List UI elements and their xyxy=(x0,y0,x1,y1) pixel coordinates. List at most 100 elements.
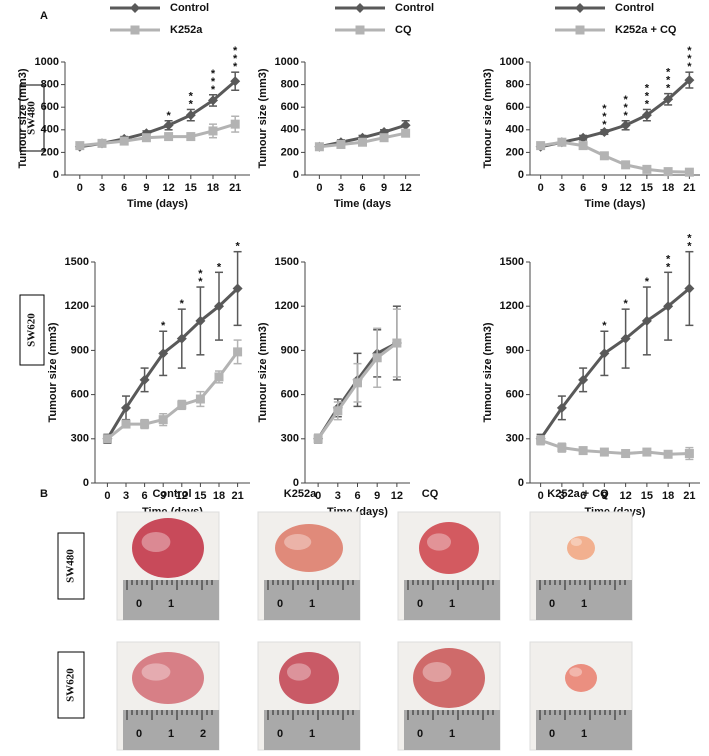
significance-stars: * xyxy=(157,320,169,328)
y-tick-label: 400 xyxy=(506,124,524,136)
marker xyxy=(208,126,218,136)
x-tick-label: 6 xyxy=(359,182,365,194)
x-tick-label: 12 xyxy=(176,490,188,502)
marker xyxy=(599,151,609,161)
marker xyxy=(158,415,168,425)
marker xyxy=(557,137,567,147)
y-axis-label: Tumour size (mm3) xyxy=(47,322,59,422)
marker xyxy=(575,3,585,13)
marker xyxy=(355,25,365,35)
x-tick-label: 12 xyxy=(620,490,632,502)
significance-stars: ** xyxy=(194,268,206,284)
ruler xyxy=(264,710,360,750)
x-tick-label: 18 xyxy=(662,490,674,502)
marker xyxy=(232,283,243,294)
ruler-label: 0 xyxy=(136,598,142,610)
y-tick-label: 1200 xyxy=(275,300,299,312)
marker xyxy=(164,132,174,142)
panel-label: A xyxy=(40,10,48,22)
y-tick-label: 200 xyxy=(506,146,524,158)
legend-label: K252a + CQ xyxy=(615,24,677,36)
marker xyxy=(140,419,150,429)
x-tick-label: 9 xyxy=(601,490,607,502)
x-axis-label: Time (days) xyxy=(127,198,188,210)
y-tick-label: 1200 xyxy=(500,300,524,312)
row-label-box xyxy=(19,84,45,152)
row-label: SW620 xyxy=(65,668,77,702)
ruler-label: 1 xyxy=(309,598,315,610)
x-tick-label: 3 xyxy=(335,490,341,502)
marker xyxy=(195,315,206,326)
marker xyxy=(141,133,151,143)
marker xyxy=(642,164,652,174)
ruler-label: 0 xyxy=(417,728,423,740)
ruler-label: 0 xyxy=(549,728,555,740)
significance-stars: * xyxy=(163,110,175,118)
y-tick-label: 600 xyxy=(41,101,59,113)
marker xyxy=(641,315,652,326)
x-tick-label: 3 xyxy=(338,182,344,194)
y-tick-label: 600 xyxy=(281,101,299,113)
marker xyxy=(185,110,196,121)
y-tick-label: 1000 xyxy=(500,56,524,68)
ruler xyxy=(123,710,219,750)
marker xyxy=(358,137,367,147)
marker xyxy=(158,348,169,359)
marker xyxy=(620,120,631,131)
ruler-label: 1 xyxy=(168,598,174,610)
ruler xyxy=(123,580,219,620)
y-axis-label: Tumour size (mm3) xyxy=(482,68,494,168)
marker xyxy=(130,25,140,35)
marker xyxy=(214,372,224,382)
tumour xyxy=(275,524,343,572)
marker xyxy=(536,435,546,445)
x-tick-label: 6 xyxy=(580,182,586,194)
marker xyxy=(75,141,85,151)
x-tick-label: 0 xyxy=(538,182,544,194)
marker xyxy=(353,378,362,388)
y-tick-label: 800 xyxy=(506,79,524,91)
significance-stars: ** xyxy=(185,90,197,106)
significance-stars: * xyxy=(641,276,653,284)
marker xyxy=(599,348,610,359)
x-tick-label: 6 xyxy=(142,490,148,502)
tumour-highlight xyxy=(141,663,171,681)
marker xyxy=(641,110,652,121)
significance-stars: *** xyxy=(229,45,241,69)
marker xyxy=(355,3,365,13)
marker xyxy=(333,406,343,416)
x-tick-label: 6 xyxy=(121,182,127,194)
tumour xyxy=(413,648,485,708)
x-tick-label: 21 xyxy=(229,182,241,194)
significance-stars: * xyxy=(232,241,244,249)
x-tick-label: 3 xyxy=(559,182,565,194)
ruler-label: 1 xyxy=(581,728,587,740)
y-tick-label: 1500 xyxy=(275,256,299,268)
x-tick-label: 9 xyxy=(601,182,607,194)
x-tick-label: 12 xyxy=(162,182,174,194)
legend-label: Control xyxy=(615,2,654,14)
y-tick-label: 900 xyxy=(506,344,524,356)
x-axis-label: Time (days xyxy=(334,198,391,210)
marker xyxy=(139,374,150,385)
marker xyxy=(557,443,567,453)
x-tick-label: 0 xyxy=(104,490,110,502)
ruler-label: 1 xyxy=(581,598,587,610)
row-label-box xyxy=(57,532,85,600)
tumour xyxy=(132,652,204,704)
marker xyxy=(663,449,673,459)
row-label: SW620 xyxy=(26,313,38,347)
significance-stars: *** xyxy=(598,103,610,127)
y-tick-label: 200 xyxy=(281,146,299,158)
ruler-label: 1 xyxy=(449,598,455,610)
row-label: SW480 xyxy=(26,101,38,135)
tumour xyxy=(419,522,479,574)
significance-stars: *** xyxy=(207,68,219,92)
y-axis-label: Tumour size (mm3) xyxy=(482,322,494,422)
ruler-label: 2 xyxy=(200,728,206,740)
x-tick-label: 15 xyxy=(641,182,653,194)
x-tick-label: 9 xyxy=(160,490,166,502)
ruler-label: 1 xyxy=(309,728,315,740)
marker xyxy=(684,283,695,294)
marker xyxy=(336,139,346,149)
